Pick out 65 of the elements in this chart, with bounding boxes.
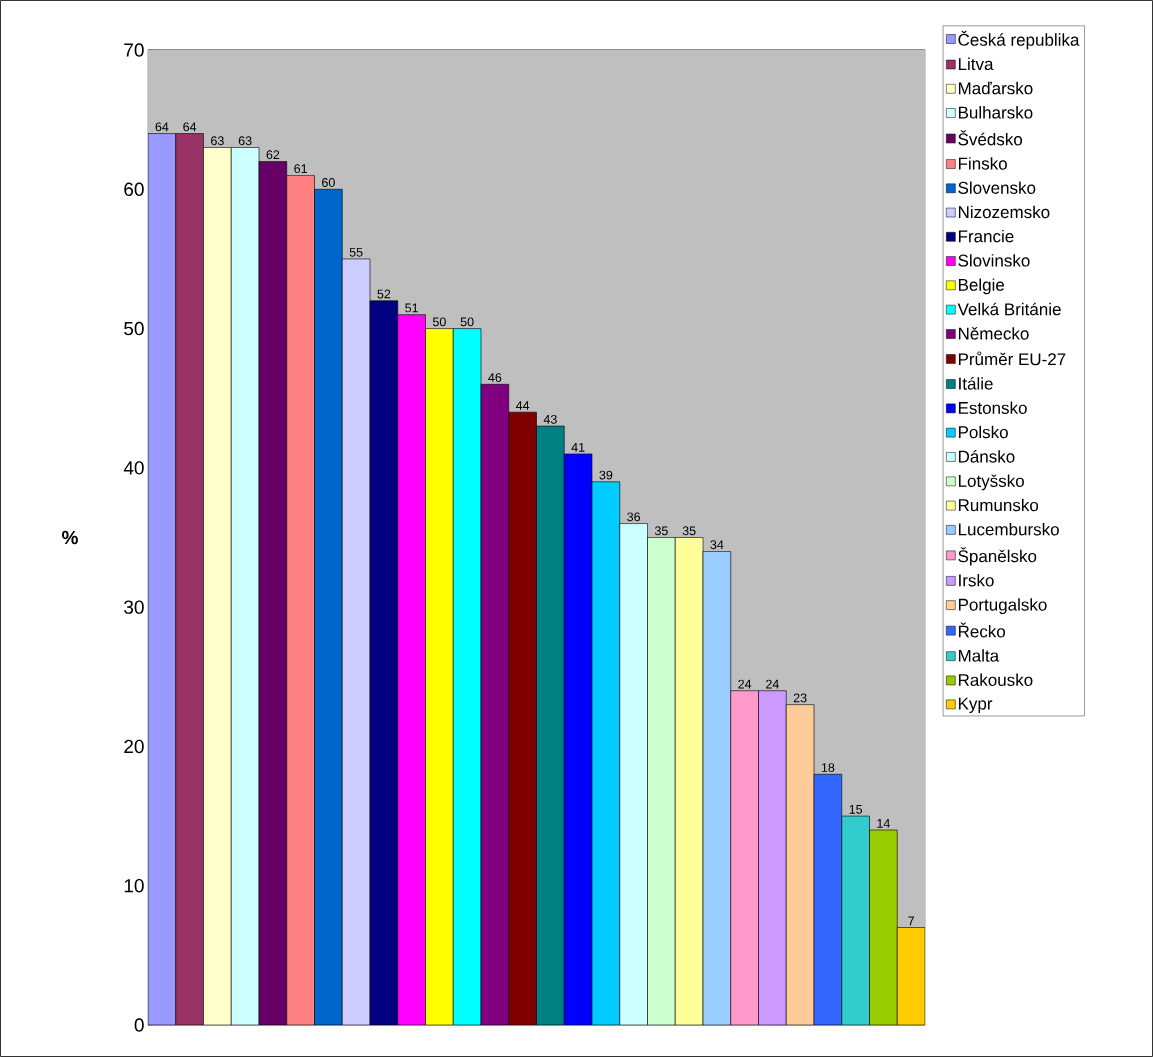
data-label: 18 xyxy=(821,763,835,772)
data-label: 43 xyxy=(543,414,557,424)
data-label: 41 xyxy=(571,443,585,452)
legend-label: Polsko xyxy=(958,425,1008,439)
legend-label: Velká Británie xyxy=(957,302,1061,316)
legend-label: Maďarsko xyxy=(958,81,1033,95)
data-label: 14 xyxy=(877,819,890,828)
data-label: 35 xyxy=(682,526,696,536)
legend-label: Kypr xyxy=(958,697,993,713)
legend-label: Portugalsko xyxy=(958,598,1047,615)
y-tick-label: 30 xyxy=(124,600,144,614)
data-label: 61 xyxy=(294,164,307,174)
data-label: 64 xyxy=(155,122,169,132)
legend-label: Rumunsko xyxy=(958,498,1039,512)
y-axis-title: % xyxy=(62,530,78,545)
data-label: 50 xyxy=(432,317,446,327)
data-label: 7 xyxy=(908,916,914,926)
legend-label: Česká republika xyxy=(958,30,1080,50)
data-label: 24 xyxy=(738,679,752,689)
data-label: 64 xyxy=(183,122,197,132)
data-label: 63 xyxy=(238,136,252,146)
legend-label: Průměr EU-27 xyxy=(958,351,1066,366)
legend-label: Bulharsko xyxy=(958,106,1033,119)
legend-label: Španělsko xyxy=(958,547,1037,566)
legend-label: Rakousko xyxy=(958,673,1033,687)
data-label: 36 xyxy=(627,512,641,522)
data-label: 35 xyxy=(654,526,668,536)
legend-label: Litva xyxy=(958,57,994,71)
legend-label: Malta xyxy=(958,649,1000,662)
y-tick-label: 70 xyxy=(124,43,144,57)
legend-label: Belgie xyxy=(958,278,1005,295)
data-label: 46 xyxy=(488,373,502,382)
data-label: 44 xyxy=(515,401,530,410)
data-label: 34 xyxy=(710,540,724,550)
legend-label: Švédsko xyxy=(958,130,1023,146)
y-tick-label: 10 xyxy=(124,878,144,893)
legend-label: Řecko xyxy=(958,622,1006,638)
data-label: 39 xyxy=(599,470,613,480)
legend-label: Německo xyxy=(958,327,1029,340)
y-tick-label: 60 xyxy=(124,182,144,197)
y-tick-label: 50 xyxy=(124,321,144,336)
data-label: 63 xyxy=(211,136,224,146)
y-tick-label: 20 xyxy=(124,739,144,754)
y-tick-label: 40 xyxy=(123,461,144,475)
data-label: 50 xyxy=(460,317,474,327)
y-tick-label: 0 xyxy=(134,1018,144,1032)
legend-label: Francie xyxy=(958,229,1014,243)
legend-label: Dánsko xyxy=(958,449,1015,463)
legend-label: Finsko xyxy=(958,157,1007,170)
data-label: 60 xyxy=(322,178,335,187)
legend-label: Irsko xyxy=(959,574,994,587)
legend-label: Itálie xyxy=(959,377,993,390)
data-label: 23 xyxy=(793,693,807,703)
legend-label: Lucembursko xyxy=(958,522,1059,536)
data-label: 15 xyxy=(849,805,863,814)
legend-label: Estonsko xyxy=(958,401,1027,414)
legend-label: Lotyšsko xyxy=(958,474,1024,491)
data-label: 55 xyxy=(349,247,363,257)
legend-label: Slovensko xyxy=(958,181,1036,194)
legend-label: Nizozemsko xyxy=(958,205,1050,219)
data-label: 62 xyxy=(266,150,280,160)
data-label: 24 xyxy=(766,679,779,689)
data-label: 52 xyxy=(377,289,391,299)
legend-label: Slovinsko xyxy=(958,254,1030,267)
data-label: 51 xyxy=(405,303,418,313)
